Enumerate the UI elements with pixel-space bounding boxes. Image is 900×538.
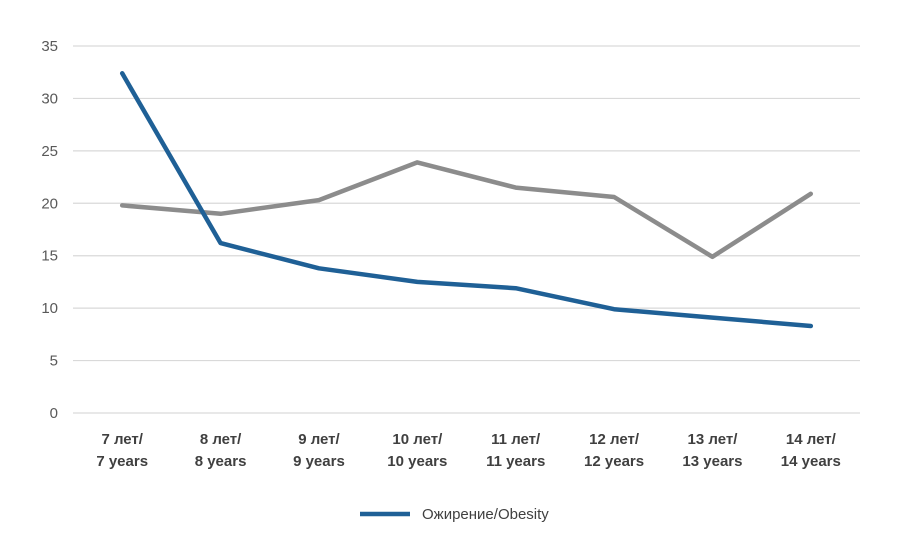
y-tick-label: 25	[41, 143, 58, 160]
series-line-obesity	[122, 73, 811, 326]
y-tick-label: 0	[50, 405, 58, 422]
x-tick-label: 13 лет/	[688, 431, 739, 448]
x-tick-label: 13 years	[682, 453, 742, 470]
x-tick-label: 9 лет/	[298, 431, 340, 448]
y-tick-label: 5	[50, 353, 58, 370]
x-tick-label: 8 years	[195, 453, 247, 470]
x-tick-label: 11 years	[486, 453, 545, 470]
x-tick-label: 14 years	[781, 453, 841, 470]
y-axis-ticks: 0 5 10 15 20 25 30 35	[41, 38, 58, 422]
y-tick-label: 35	[41, 38, 58, 55]
x-tick-label: 10 лет/	[392, 431, 443, 448]
x-tick-label: 8 лет/	[200, 431, 242, 448]
y-tick-label: 10	[41, 300, 58, 317]
x-tick-label: 14 лет/	[786, 431, 837, 448]
y-tick-label: 20	[41, 195, 58, 212]
x-tick-label: 7 лет/	[101, 431, 143, 448]
y-tick-label: 30	[41, 90, 58, 107]
x-tick-label: 9 years	[293, 453, 345, 470]
x-tick-label: 10 years	[387, 453, 447, 470]
x-tick-label: 7 years	[96, 453, 148, 470]
legend: Ожирение/Obesity	[360, 506, 549, 523]
x-tick-label: 12 лет/	[589, 431, 640, 448]
x-axis-ticks: 7 лет/7 years 8 лет/8 years 9 лет/9 years 1…	[96, 431, 841, 470]
x-tick-label: 12 years	[584, 453, 644, 470]
y-tick-label: 15	[41, 248, 58, 265]
x-tick-label: 11 лет/	[491, 431, 541, 448]
legend-label: Ожирение/Obesity	[422, 506, 549, 523]
gridlines	[73, 46, 860, 413]
line-chart: 0 5 10 15 20 25 30 35 7 лет/7 years 8 лет/8 year…	[0, 0, 900, 538]
series-lines	[122, 73, 811, 326]
